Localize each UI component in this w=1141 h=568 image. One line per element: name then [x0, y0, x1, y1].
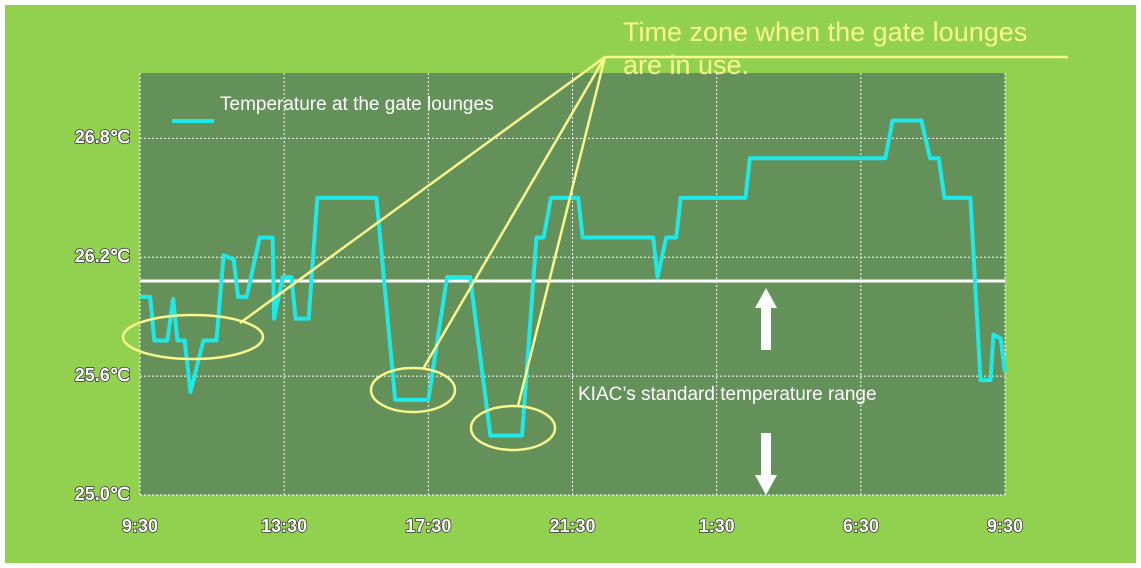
arrows: [755, 288, 777, 495]
x-tick-label: 1:30: [699, 516, 735, 536]
arrow-up: [755, 288, 777, 350]
plot-area: [140, 73, 1005, 495]
legend-label: Temperature at the gate lounges: [220, 94, 494, 115]
annotations: [121, 55, 1068, 452]
callout-line: [516, 56, 607, 407]
grid: [139, 73, 1006, 496]
callout-line: [421, 56, 607, 370]
line: [140, 118, 1007, 438]
x-tick-label: 17:30: [405, 516, 451, 536]
y-tick-label: 26.8℃: [75, 127, 130, 147]
callout-text: Time zone when the gate lounges are in u…: [623, 17, 1028, 80]
callout-line: [239, 55, 606, 325]
ellipse: [369, 366, 457, 414]
marks: [140, 118, 1007, 438]
arrow-down: [755, 433, 777, 495]
y-tick-label: 26.2℃: [75, 246, 130, 266]
y-tick-label: 25.0℃: [75, 484, 130, 504]
x-tick-label: 21:30: [549, 516, 595, 536]
x-tick-label: 6:30: [843, 516, 879, 536]
x-tick-label: 13:30: [261, 516, 307, 536]
x-tick-label: 9:30: [987, 516, 1023, 536]
y-tick-label: 25.6℃: [75, 365, 130, 385]
ellipse: [469, 404, 557, 452]
x-tick-label: 9:30: [122, 516, 158, 536]
ellipse: [121, 313, 265, 361]
range-label: KIAC’s standard temperature range: [578, 384, 877, 405]
